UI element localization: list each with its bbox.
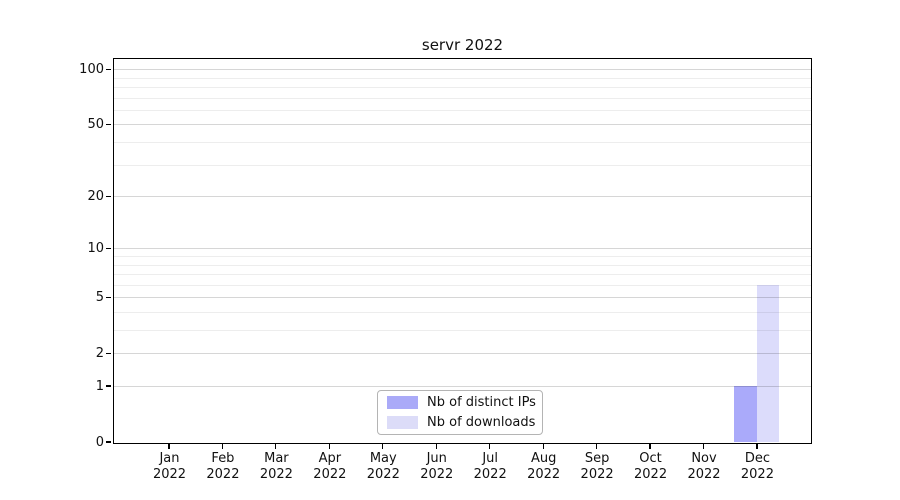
x-tick-mark — [702, 443, 705, 449]
gridline-minor — [114, 77, 811, 79]
legend-item: Nb of distinct IPs — [387, 395, 542, 410]
x-axis-tick-label: Jul 2022 — [474, 451, 507, 483]
x-tick-mark — [596, 443, 598, 449]
x-tick-month: Jun — [426, 451, 447, 466]
gridline-major — [114, 195, 811, 197]
y-axis-tick-label: 10 — [87, 240, 104, 256]
x-axis-tick-label: Jan 2022 — [153, 451, 186, 483]
y-tick-mark — [106, 385, 111, 387]
gridline-minor — [114, 330, 811, 332]
x-tick-year: 2022 — [527, 467, 561, 482]
gridline-minor — [114, 264, 811, 266]
gridline-major — [114, 247, 811, 249]
x-tick-year: 2022 — [152, 467, 187, 482]
x-axis-tick-label: Mar 2022 — [260, 451, 293, 483]
gridline-minor — [114, 87, 811, 89]
chart-title: servr 2022 — [421, 36, 504, 54]
y-tick-mark — [106, 296, 111, 298]
y-tick-mark — [106, 441, 111, 443]
x-tick-mark — [221, 443, 224, 449]
gridline-minor — [114, 142, 811, 144]
bar-nb-of-distinct-ips — [734, 386, 757, 442]
y-tick-mark — [106, 247, 111, 250]
x-tick-month: Sep — [584, 451, 610, 466]
x-tick-year: 2022 — [473, 467, 507, 482]
x-tick-year: 2022 — [259, 467, 293, 482]
x-tick-month: Oct — [639, 451, 662, 466]
x-tick-mark — [542, 443, 544, 449]
y-axis-tick-label: 100 — [79, 62, 104, 77]
y-axis-tick-label: 20 — [87, 188, 104, 204]
x-axis-tick-label: Oct 2022 — [634, 451, 667, 483]
x-tick-month: Apr — [318, 451, 342, 466]
gridline-minor — [114, 312, 811, 314]
gridline-major — [114, 69, 811, 70]
x-tick-month: Aug — [530, 451, 557, 466]
x-tick-mark — [756, 443, 758, 449]
y-tick-mark — [106, 352, 111, 354]
x-tick-year: 2022 — [580, 467, 614, 482]
y-axis-tick-label: 1 — [95, 378, 104, 394]
gridline-minor — [114, 164, 811, 166]
gridline-major — [114, 124, 811, 126]
y-axis-tick-label: 2 — [95, 345, 104, 361]
legend-label: Nb of downloads — [427, 414, 536, 430]
ticks-layer — [106, 59, 811, 449]
gridline-minor — [114, 110, 811, 112]
x-tick-month: Dec — [744, 451, 771, 466]
gridline-minor — [114, 274, 811, 276]
x-tick-mark — [649, 443, 651, 449]
y-axis-tick-label: 50 — [87, 117, 104, 133]
gridline-minor — [114, 256, 811, 258]
x-tick-mark — [168, 443, 170, 449]
x-tick-year: 2022 — [634, 467, 668, 482]
x-tick-mark — [489, 443, 491, 449]
x-tick-month: Nov — [691, 451, 717, 466]
y-tick-mark — [106, 68, 111, 71]
x-tick-mark — [328, 443, 330, 449]
x-tick-year: 2022 — [206, 467, 240, 482]
x-axis-tick-label: May 2022 — [367, 451, 400, 483]
plot-area — [106, 58, 812, 449]
legend-item: Nb of downloads — [387, 415, 542, 430]
x-tick-month: Feb — [211, 451, 235, 466]
bar-nb-of-downloads — [756, 284, 780, 442]
x-axis-tick-label: Feb 2022 — [206, 451, 239, 483]
y-tick-mark — [106, 195, 111, 197]
x-axis-tick-label: Aug 2022 — [527, 451, 560, 483]
x-tick-year: 2022 — [313, 467, 347, 482]
legend-label: Nb of distinct IPs — [427, 395, 536, 411]
x-tick-month: May — [369, 451, 397, 466]
gridline-major — [114, 385, 811, 387]
x-tick-year: 2022 — [740, 467, 774, 482]
x-tick-month: Mar — [264, 451, 289, 466]
x-tick-month: Jan — [159, 451, 180, 466]
bars-layer — [114, 59, 811, 443]
x-tick-mark — [435, 443, 437, 449]
x-axis-tick-label: Nov 2022 — [687, 451, 720, 483]
legend-swatch — [387, 396, 418, 410]
x-axis-tick-label: Dec 2022 — [741, 451, 774, 483]
x-tick-mark — [382, 443, 384, 449]
gridline-minor — [114, 284, 811, 286]
x-axis-tick-label: Sep 2022 — [581, 451, 614, 483]
gridline-major — [114, 352, 811, 354]
y-tick-mark — [106, 124, 111, 126]
legend: Nb of distinct IPs Nb of downloads — [377, 390, 543, 435]
y-axis-tick-label: 5 — [95, 289, 104, 305]
x-tick-mark — [275, 443, 277, 449]
x-tick-year: 2022 — [420, 467, 454, 482]
x-tick-year: 2022 — [366, 467, 400, 482]
x-tick-month: Jul — [482, 451, 499, 466]
y-axis-tick-label: 0 — [95, 434, 104, 450]
x-axis-tick-label: Jun 2022 — [420, 451, 453, 483]
legend-swatch — [387, 415, 418, 429]
grid-layer — [114, 59, 811, 443]
x-tick-year: 2022 — [687, 467, 721, 482]
x-axis-tick-label: Apr 2022 — [313, 451, 346, 483]
gridline-major — [114, 296, 811, 298]
gridline-minor — [114, 97, 811, 99]
